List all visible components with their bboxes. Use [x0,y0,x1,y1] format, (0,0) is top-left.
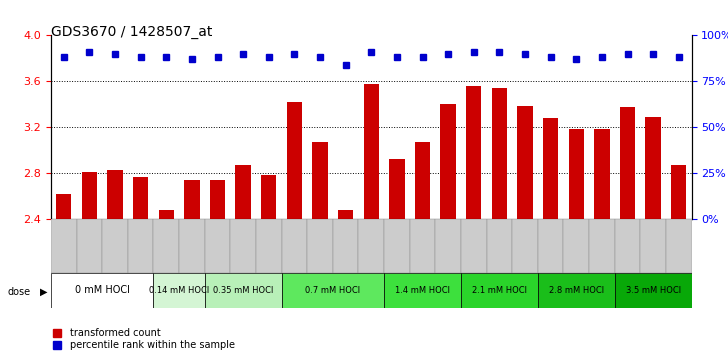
Text: 0.7 mM HOCl: 0.7 mM HOCl [305,286,360,295]
Bar [338,210,353,219]
FancyBboxPatch shape [461,273,538,308]
Bar [415,142,430,219]
Bar [235,165,251,219]
Bar [133,177,149,219]
Bar [389,159,405,219]
FancyBboxPatch shape [486,219,513,273]
Text: 3.5 mM HOCl: 3.5 mM HOCl [625,286,681,295]
Bar [518,105,533,219]
FancyBboxPatch shape [205,273,282,308]
Text: 0.35 mM HOCl: 0.35 mM HOCl [213,286,273,295]
FancyBboxPatch shape [384,219,410,273]
Bar [184,180,199,219]
FancyBboxPatch shape [461,219,486,273]
Text: dose: dose [7,287,31,297]
Bar [210,180,225,219]
FancyBboxPatch shape [102,219,128,273]
Text: 2.8 mM HOCl: 2.8 mM HOCl [549,286,604,295]
Bar [569,129,584,219]
FancyBboxPatch shape [384,273,461,308]
FancyBboxPatch shape [435,219,461,273]
FancyBboxPatch shape [538,219,563,273]
Bar [82,172,97,219]
Bar [312,142,328,219]
FancyBboxPatch shape [179,219,205,273]
Bar [671,165,687,219]
Bar [440,104,456,219]
Bar [56,194,71,219]
FancyBboxPatch shape [358,219,384,273]
Bar [543,118,558,219]
FancyBboxPatch shape [256,219,282,273]
FancyBboxPatch shape [307,219,333,273]
Bar [646,117,661,219]
Bar [107,170,123,219]
Text: GDS3670 / 1428507_at: GDS3670 / 1428507_at [51,25,213,39]
Bar [287,102,302,219]
FancyBboxPatch shape [282,273,384,308]
Bar [363,84,379,219]
FancyBboxPatch shape [513,219,538,273]
Text: 0 mM HOCl: 0 mM HOCl [75,285,130,295]
FancyBboxPatch shape [563,219,589,273]
FancyBboxPatch shape [282,219,307,273]
FancyBboxPatch shape [589,219,614,273]
FancyBboxPatch shape [205,219,230,273]
Bar [159,210,174,219]
Text: ▶: ▶ [40,287,47,297]
FancyBboxPatch shape [666,219,692,273]
Bar [620,107,636,219]
FancyBboxPatch shape [614,273,692,308]
FancyBboxPatch shape [641,219,666,273]
FancyBboxPatch shape [230,219,256,273]
FancyBboxPatch shape [51,219,76,273]
FancyBboxPatch shape [154,219,179,273]
FancyBboxPatch shape [333,219,358,273]
FancyBboxPatch shape [128,219,154,273]
Bar [466,86,481,219]
Bar [261,175,277,219]
Bar [594,129,609,219]
Text: transformed count: transformed count [70,329,161,338]
FancyBboxPatch shape [410,219,435,273]
Text: 1.4 mM HOCl: 1.4 mM HOCl [395,286,450,295]
FancyBboxPatch shape [538,273,614,308]
Text: 0.14 mM HOCl: 0.14 mM HOCl [149,286,209,295]
FancyBboxPatch shape [51,273,154,308]
Text: 2.1 mM HOCl: 2.1 mM HOCl [472,286,527,295]
Bar [491,88,507,219]
Text: percentile rank within the sample: percentile rank within the sample [70,340,235,350]
FancyBboxPatch shape [154,273,205,308]
FancyBboxPatch shape [614,219,641,273]
FancyBboxPatch shape [76,219,102,273]
